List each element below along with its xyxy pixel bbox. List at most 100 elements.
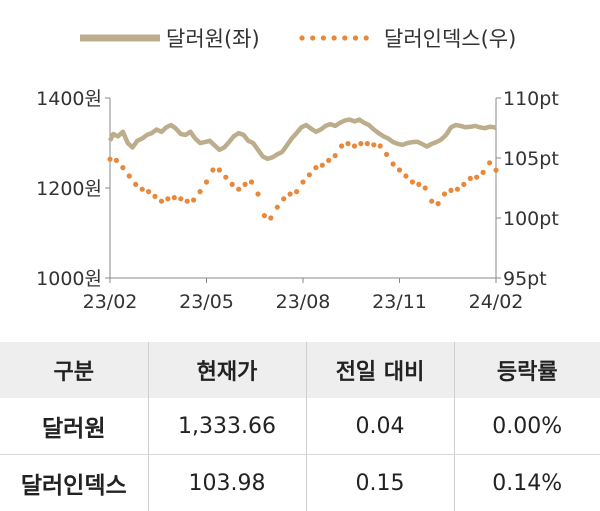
series-point-dxy — [288, 191, 293, 196]
series-point-dxy — [223, 175, 228, 180]
legend-swatch-dot — [342, 35, 347, 40]
series-point-dxy — [300, 179, 305, 184]
series-point-dxy — [313, 165, 318, 170]
series-point-dxy — [326, 158, 331, 163]
series-point-dxy — [481, 170, 486, 175]
series-point-dxy — [275, 205, 280, 210]
cell-change-rate: 0.00% — [454, 398, 600, 455]
series-point-dxy — [159, 199, 164, 204]
series-point-dxy — [391, 161, 396, 166]
series-point-dxy — [127, 173, 132, 178]
y-right-tick-label: 105pt — [503, 148, 559, 170]
series-point-dxy — [429, 199, 434, 204]
series-point-dxy — [165, 196, 170, 201]
x-tick-label: 23/05 — [179, 291, 234, 313]
series-point-dxy — [294, 189, 299, 194]
series-point-dxy — [243, 182, 248, 187]
series-point-dxy — [191, 197, 196, 202]
y-right-tick-label: 95pt — [503, 268, 547, 290]
legend-swatch-dot — [310, 35, 315, 40]
series-point-dxy — [198, 189, 203, 194]
series-point-dxy — [255, 191, 260, 196]
x-tick-label: 23/02 — [83, 291, 138, 313]
series-point-dxy — [236, 187, 241, 192]
series-point-dxy — [307, 172, 312, 177]
series-point-dxy — [268, 215, 273, 220]
series-point-dxy — [133, 182, 138, 187]
legend-swatch-dot — [353, 35, 358, 40]
series-point-dxy — [339, 143, 344, 148]
series-point-dxy — [378, 143, 383, 148]
cell-current-price: 1,333.66 — [148, 398, 306, 455]
cell-current-price: 103.98 — [148, 455, 306, 511]
series-point-dxy — [210, 167, 215, 172]
series-point-dxy — [345, 141, 350, 146]
series-point-dxy — [416, 182, 421, 187]
y-left-tick-label: 1400원 — [36, 88, 102, 110]
cell-change: 0.04 — [306, 398, 454, 455]
series-point-dxy — [384, 152, 389, 157]
series-point-dxy — [358, 141, 363, 146]
legend-swatch-dot — [299, 35, 304, 40]
series-point-dxy — [281, 196, 286, 201]
series-point-dxy — [107, 157, 112, 162]
series-point-dxy — [474, 175, 479, 180]
series-point-dxy — [185, 199, 190, 204]
series-point-dxy — [410, 179, 415, 184]
legend-swatch-dot — [364, 35, 369, 40]
series-point-dxy — [217, 167, 222, 172]
series-point-dxy — [204, 179, 209, 184]
series-line-usdkrw — [110, 120, 496, 159]
series-point-dxy — [371, 142, 376, 147]
table-row: 달러원 1,333.66 0.04 0.00% — [0, 398, 600, 455]
series-point-dxy — [352, 143, 357, 148]
series-point-dxy — [468, 176, 473, 181]
series-point-dxy — [423, 185, 428, 190]
x-tick-label: 23/11 — [372, 291, 427, 313]
series-point-dxy — [397, 167, 402, 172]
series-point-dxy — [178, 196, 183, 201]
x-tick-label: 23/08 — [276, 291, 331, 313]
series-point-dxy — [172, 195, 177, 200]
legend-swatch-dot — [321, 35, 326, 40]
series-point-dxy — [448, 188, 453, 193]
summary-table: 구분 현재가 전일 대비 등락률 달러원 1,333.66 0.04 0.00%… — [0, 342, 600, 511]
series-point-dxy — [461, 182, 466, 187]
series-point-dxy — [249, 179, 254, 184]
legend-swatch-dot — [332, 35, 337, 40]
series-point-dxy — [140, 187, 145, 192]
series-point-dxy — [152, 194, 157, 199]
y-right-tick-label: 110pt — [503, 88, 559, 110]
series-point-dxy — [455, 187, 460, 192]
series-point-dxy — [146, 189, 151, 194]
series-point-dxy — [333, 153, 338, 158]
legend: 달러원(좌)달러인덱스(우) — [80, 27, 516, 51]
series-point-dxy — [403, 173, 408, 178]
header-change-rate: 등락률 — [454, 342, 600, 398]
cell-change-rate: 0.14% — [454, 455, 600, 511]
series-point-dxy — [442, 191, 447, 196]
series-point-dxy — [436, 201, 441, 206]
series-point-dxy — [120, 165, 125, 170]
y-left-tick-label: 1000원 — [36, 268, 102, 290]
series-point-dxy — [230, 182, 235, 187]
table-row: 달러인덱스 103.98 0.15 0.14% — [0, 455, 600, 511]
legend-label-dxy: 달러인덱스(우) — [384, 27, 516, 51]
row-label: 달러원 — [0, 398, 148, 455]
series-layer — [107, 120, 498, 221]
y-right-tick-label: 100pt — [503, 208, 559, 230]
series-point-dxy — [320, 163, 325, 168]
header-current-price: 현재가 — [148, 342, 306, 398]
series-point-dxy — [493, 168, 498, 173]
series-point-dxy — [262, 213, 267, 218]
x-tick-label: 24/02 — [469, 291, 524, 313]
cell-change: 0.15 — [306, 455, 454, 511]
y-left-tick-label: 1200원 — [36, 178, 102, 200]
chart: 달러원(좌)달러인덱스(우) 1400원 1200원 1000원 110pt 105pt… — [0, 0, 600, 336]
table-header-row: 구분 현재가 전일 대비 등락률 — [0, 342, 600, 398]
row-label: 달러인덱스 — [0, 455, 148, 511]
series-point-dxy — [365, 141, 370, 146]
header-category: 구분 — [0, 342, 148, 398]
series-point-dxy — [114, 158, 119, 163]
axes: 1400원 1200원 1000원 110pt 105pt 100pt 95pt 23/02 2… — [36, 88, 559, 313]
